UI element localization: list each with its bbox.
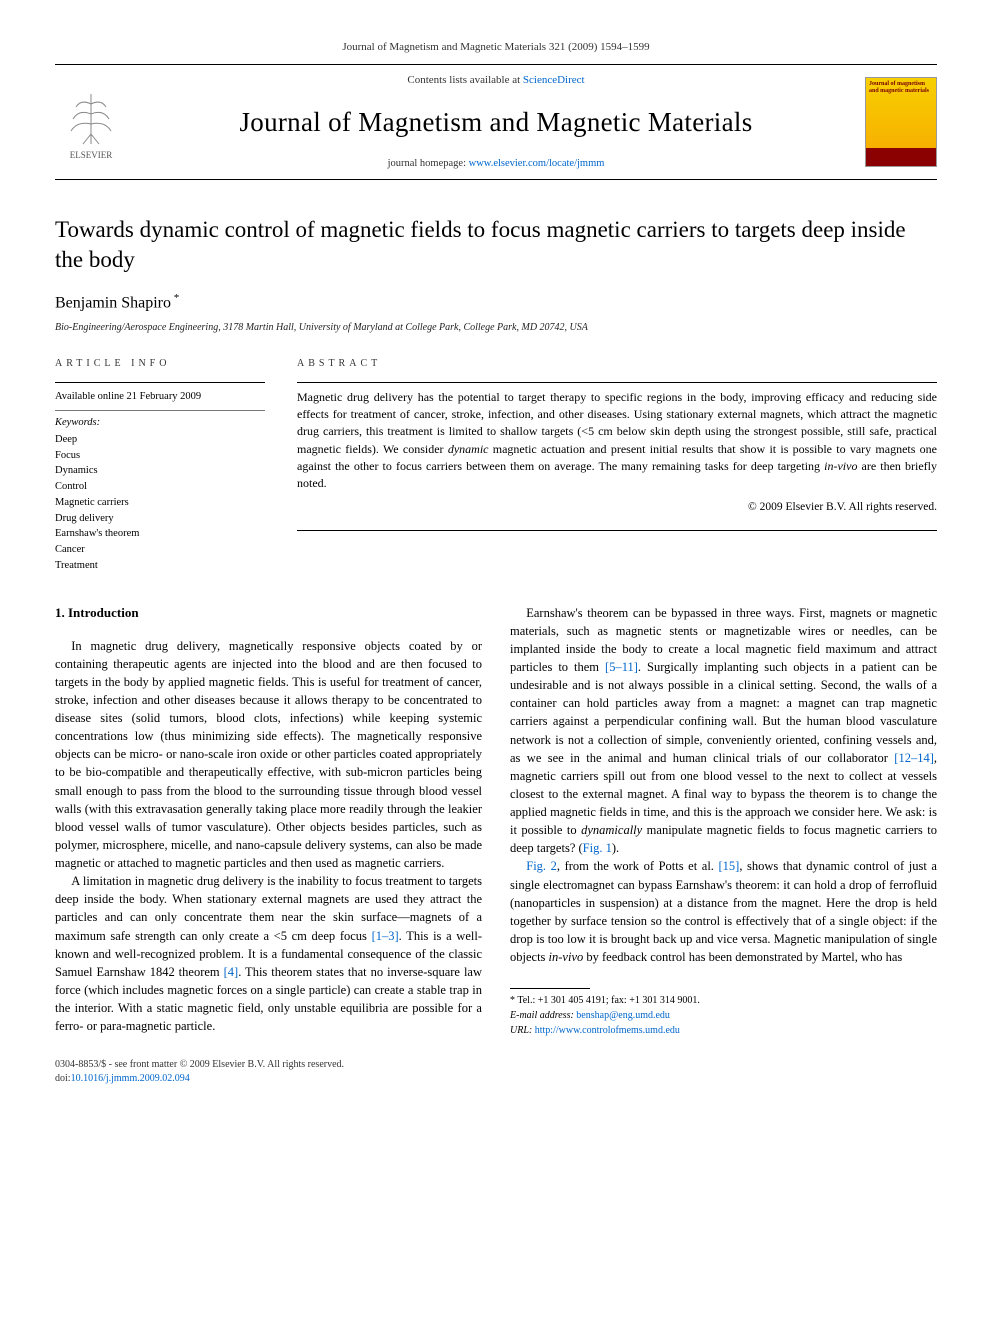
abstract-em-2: in-vivo <box>824 459 857 473</box>
footnote-tel: * Tel.: +1 301 405 4191; fax: +1 301 314… <box>510 993 937 1008</box>
ref-4[interactable]: [4] <box>224 965 239 979</box>
footnote-block: * Tel.: +1 301 405 4191; fax: +1 301 314… <box>510 988 937 1038</box>
elsevier-tree-icon <box>61 89 121 149</box>
ref-1-3[interactable]: [1–3] <box>372 929 399 943</box>
keywords-list: DeepFocusDynamicsControlMagnetic carrier… <box>55 432 265 574</box>
para-2: A limitation in magnetic drug delivery i… <box>55 872 482 1035</box>
keyword: Cancer <box>55 542 265 558</box>
keyword: Dynamics <box>55 463 265 479</box>
header-citation: Journal of Magnetism and Magnetic Materi… <box>55 40 937 56</box>
article-info: article info Available online 21 Februar… <box>55 357 265 574</box>
masthead: ELSEVIER Contents lists available at Sci… <box>55 65 937 180</box>
contents-prefix: Contents lists available at <box>407 74 522 86</box>
abstract-column: abstract Magnetic drug delivery has the … <box>297 357 937 574</box>
footer-copyright: 0304-8853/$ - see front matter © 2009 El… <box>55 1058 937 1072</box>
keyword: Drug delivery <box>55 511 265 527</box>
ref-5-11[interactable]: [5–11] <box>605 660 638 674</box>
author: Benjamin Shapiro * <box>55 291 937 315</box>
para-3: Earnshaw's theorem can be bypassed in th… <box>510 604 937 858</box>
keyword: Control <box>55 479 265 495</box>
publisher-name: ELSEVIER <box>70 149 113 162</box>
homepage-line: journal homepage: www.elsevier.com/locat… <box>127 156 865 171</box>
footer: 0304-8853/$ - see front matter © 2009 El… <box>55 1058 937 1086</box>
keywords-label: Keywords: <box>55 415 265 430</box>
footer-doi: doi:10.1016/j.jmmm.2009.02.094 <box>55 1072 937 1086</box>
abstract-bottom-rule <box>297 530 937 531</box>
journal-cover: Journal of magnetism and magnetic materi… <box>865 77 937 167</box>
email-link[interactable]: benshap@eng.umd.edu <box>576 1010 670 1021</box>
keyword: Earnshaw's theorem <box>55 526 265 542</box>
homepage-link[interactable]: www.elsevier.com/locate/jmmm <box>469 158 605 169</box>
ref-12-14[interactable]: [12–14] <box>894 751 934 765</box>
info-rule-1 <box>55 382 265 383</box>
journal-name: Journal of Magnetism and Magnetic Materi… <box>127 103 865 142</box>
sciencedirect-link[interactable]: ScienceDirect <box>523 74 585 86</box>
info-abstract-row: article info Available online 21 Februar… <box>55 357 937 574</box>
fig-1-link[interactable]: Fig. 1 <box>583 841 612 855</box>
abstract-heading: abstract <box>297 357 937 376</box>
url-link[interactable]: http://www.controlofmems.umd.edu <box>535 1025 680 1036</box>
section-1-heading: 1. Introduction <box>55 604 482 623</box>
abstract-rule <box>297 382 937 383</box>
keyword: Focus <box>55 448 265 464</box>
abstract-em-1: dynamic <box>448 442 489 456</box>
info-rule-2 <box>55 410 265 411</box>
article-title: Towards dynamic control of magnetic fiel… <box>55 215 937 275</box>
cover-label: Journal of magnetism and magnetic materi… <box>869 81 933 94</box>
para-4: Fig. 2, from the work of Potts et al. [1… <box>510 857 937 966</box>
doi-link[interactable]: 10.1016/j.jmmm.2009.02.094 <box>71 1073 190 1084</box>
keyword: Deep <box>55 432 265 448</box>
available-online: Available online 21 February 2009 <box>55 389 265 404</box>
article-info-heading: article info <box>55 357 265 376</box>
abstract-copyright: © 2009 Elsevier B.V. All rights reserved… <box>297 499 937 516</box>
cover-stripe <box>866 148 936 166</box>
author-marker: * <box>171 292 179 304</box>
body-columns: 1. Introduction In magnetic drug deliver… <box>55 604 937 1039</box>
author-name: Benjamin Shapiro <box>55 294 171 311</box>
fig-2-link[interactable]: Fig. 2 <box>526 859 557 873</box>
contents-line: Contents lists available at ScienceDirec… <box>127 73 865 89</box>
para-1: In magnetic drug delivery, magnetically … <box>55 637 482 873</box>
publisher-logo: ELSEVIER <box>55 82 127 162</box>
keyword: Treatment <box>55 558 265 574</box>
footnote-rule <box>510 988 590 989</box>
footnote-url: URL: http://www.controlofmems.umd.edu <box>510 1023 937 1038</box>
abstract-text: Magnetic drug delivery has the potential… <box>297 389 937 493</box>
ref-15[interactable]: [15] <box>719 859 740 873</box>
homepage-prefix: journal homepage: <box>388 158 469 169</box>
masthead-center: Contents lists available at ScienceDirec… <box>127 73 865 171</box>
footnote-email: E-mail address: benshap@eng.umd.edu <box>510 1008 937 1023</box>
affiliation: Bio-Engineering/Aerospace Engineering, 3… <box>55 321 937 336</box>
keyword: Magnetic carriers <box>55 495 265 511</box>
